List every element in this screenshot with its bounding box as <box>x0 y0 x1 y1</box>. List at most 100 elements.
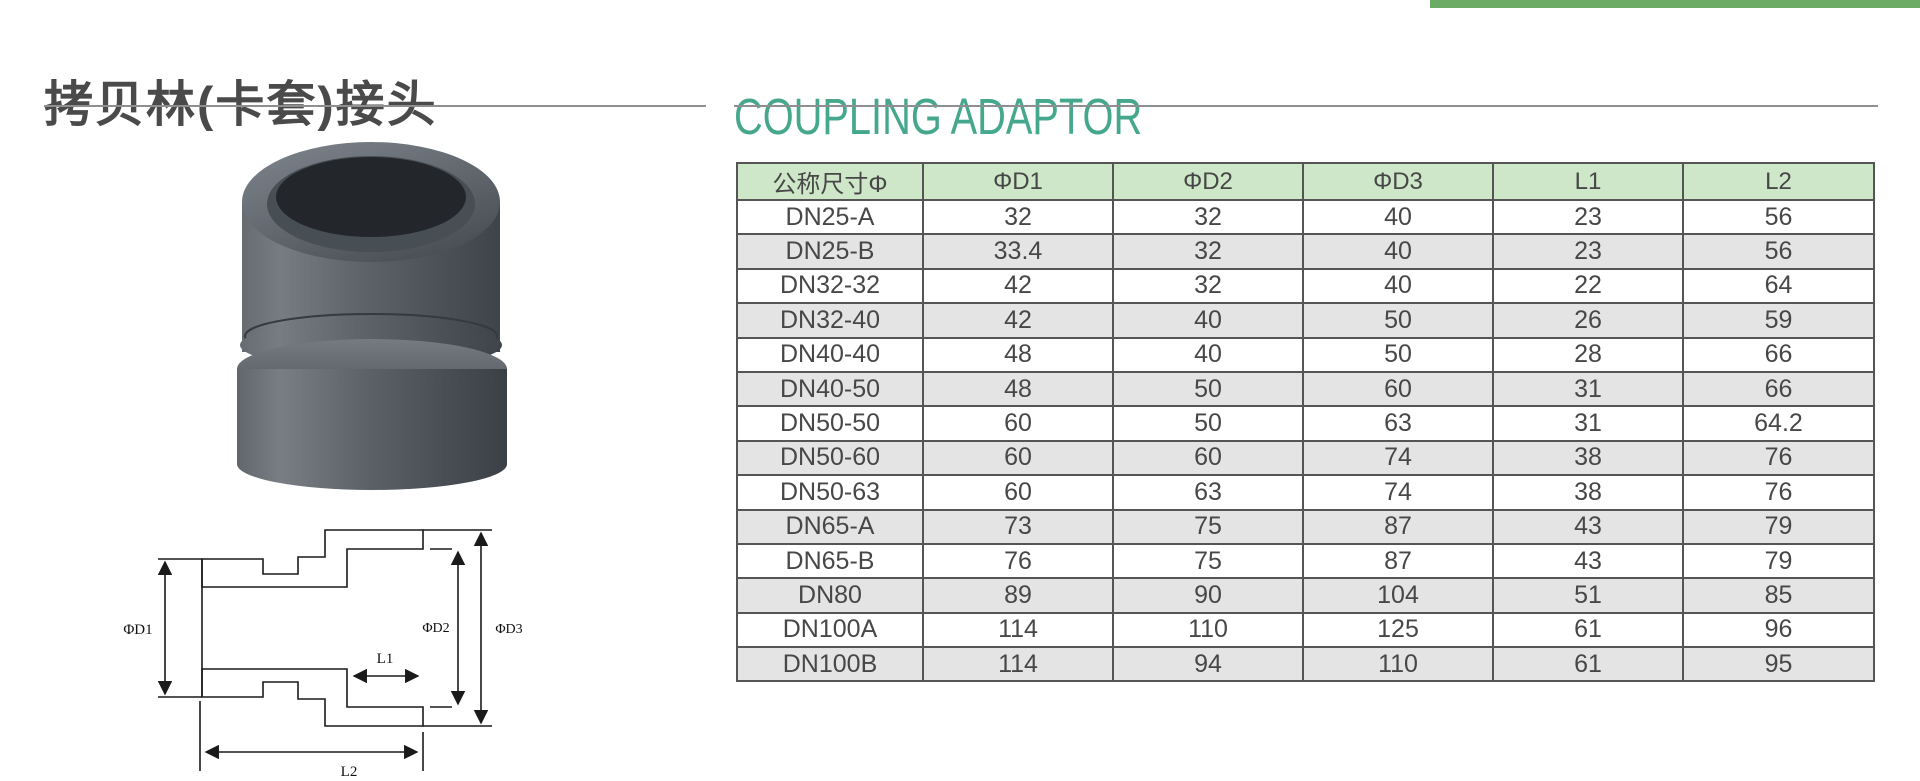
table-cell: 66 <box>1682 370 1875 408</box>
table-cell: DN80 <box>736 577 924 614</box>
table-cell: 40 <box>1302 198 1494 236</box>
table-row: DN50-60 60 60 74 38 76 <box>736 439 1875 477</box>
table-row: DN40-50 48 50 60 31 66 <box>736 370 1875 408</box>
table-cell: 61 <box>1492 646 1684 683</box>
table-cell: DN65-B <box>736 542 924 580</box>
table-cell: 96 <box>1682 611 1875 649</box>
table-row: DN32-32 42 32 40 22 64 <box>736 267 1875 305</box>
table-cell: 75 <box>1112 508 1304 545</box>
table-row: DN50-50 60 50 63 31 64.2 <box>736 405 1875 442</box>
table-cell: 95 <box>1682 646 1875 683</box>
table-cell: 56 <box>1682 233 1875 270</box>
table-cell: 87 <box>1302 542 1494 580</box>
table-cell: 60 <box>1302 370 1494 408</box>
table-cell: DN40-40 <box>736 336 924 373</box>
table-cell: 50 <box>1112 405 1304 442</box>
page-title-chinese: 拷贝林(卡套)接头 <box>44 77 438 132</box>
table-cell: 40 <box>1302 267 1494 305</box>
table-cell: DN100A <box>736 611 924 649</box>
dimension-table-wrapper: 公称尺寸Φ ΦD1 ΦD2 ΦD3 L1 L2 DN25-A 32 32 40 23 56 DN25-… <box>736 162 1875 683</box>
table-cell: 90 <box>1112 577 1304 614</box>
table-cell: 42 <box>922 267 1114 305</box>
table-cell: 28 <box>1492 336 1684 373</box>
table-cell: 43 <box>1492 542 1684 580</box>
table-cell: 114 <box>922 646 1114 683</box>
section-bottom-wall <box>201 668 424 727</box>
table-cell: 61 <box>1492 611 1684 649</box>
table-row: DN50-63 60 63 74 38 76 <box>736 474 1875 511</box>
table-row: DN40-40 48 40 50 28 66 <box>736 336 1875 373</box>
table-cell: 56 <box>1682 198 1875 236</box>
table-cell: DN25-A <box>736 198 924 236</box>
dim-label-d2: ΦD2 <box>422 621 449 636</box>
accent-bar <box>1430 0 1920 8</box>
table-cell: 79 <box>1682 508 1875 545</box>
table-head: 公称尺寸Φ ΦD1 ΦD2 ΦD3 L1 L2 <box>736 162 1875 201</box>
table-cell: 23 <box>1492 233 1684 270</box>
table-cell: DN100B <box>736 646 924 683</box>
table-cell: 50 <box>1112 370 1304 408</box>
table-cell: 50 <box>1302 336 1494 373</box>
column-header: ΦD2 <box>1112 162 1304 201</box>
table-cell: 40 <box>1302 233 1494 270</box>
table-cell: 60 <box>922 439 1114 477</box>
page-title-english: COUPLING ADAPTOR <box>734 88 1143 146</box>
table-row: DN80 89 90 104 51 85 <box>736 577 1875 614</box>
table-cell: DN32-40 <box>736 302 924 339</box>
table-cell: 87 <box>1302 508 1494 545</box>
table-cell: 32 <box>1112 198 1304 236</box>
dim-label-d3: ΦD3 <box>495 622 522 637</box>
table-cell: 76 <box>1682 474 1875 511</box>
column-header: 公称尺寸Φ <box>736 162 924 201</box>
table-cell: DN50-63 <box>736 474 924 511</box>
table-cell: DN50-60 <box>736 439 924 477</box>
table-cell: 73 <box>922 508 1114 545</box>
dim-label-l2: L2 <box>341 764 358 780</box>
table-cell: 94 <box>1112 646 1304 683</box>
table-cell: 31 <box>1492 370 1684 408</box>
table-cell: 48 <box>922 370 1114 408</box>
table-cell: 74 <box>1302 439 1494 477</box>
table-cell: 59 <box>1682 302 1875 339</box>
table-cell: 42 <box>922 302 1114 339</box>
table-cell: 64 <box>1682 267 1875 305</box>
table-row: DN25-A 32 32 40 23 56 <box>736 198 1875 236</box>
table-cell: 33.4 <box>922 233 1114 270</box>
table-header-row: 公称尺寸Φ ΦD1 ΦD2 ΦD3 L1 L2 <box>736 162 1875 201</box>
table-cell: 75 <box>1112 542 1304 580</box>
table-cell: 40 <box>1112 302 1304 339</box>
table-cell: 51 <box>1492 577 1684 614</box>
table-cell: 76 <box>1682 439 1875 477</box>
table-body: DN25-A 32 32 40 23 56 DN25-B 33.4 32 40 23 56 DN32-3… <box>736 198 1875 683</box>
table-cell: DN25-B <box>736 233 924 270</box>
table-cell: 32 <box>1112 267 1304 305</box>
table-cell: 22 <box>1492 267 1684 305</box>
table-cell: 48 <box>922 336 1114 373</box>
table-cell: 64.2 <box>1682 405 1875 442</box>
table-cell: 74 <box>1302 474 1494 511</box>
table-cell: 60 <box>1112 439 1304 477</box>
table-cell: DN50-50 <box>736 405 924 442</box>
title-divider-right <box>734 105 1878 107</box>
table-cell: 66 <box>1682 336 1875 373</box>
column-header: ΦD1 <box>922 162 1114 201</box>
table-cell: 63 <box>1302 405 1494 442</box>
dim-label-d1: ΦD1 <box>123 622 152 638</box>
dim-label-l1: L1 <box>377 651 394 667</box>
technical-drawing: ΦD1 ΦD2 ΦD3 L1 L2 <box>123 529 523 780</box>
table-cell: 79 <box>1682 542 1875 580</box>
table-cell: DN32-32 <box>736 267 924 305</box>
table-row: DN25-B 33.4 32 40 23 56 <box>736 233 1875 270</box>
table-cell: 32 <box>1112 233 1304 270</box>
table-cell: 60 <box>922 474 1114 511</box>
column-header: ΦD3 <box>1302 162 1494 201</box>
table-cell: 26 <box>1492 302 1684 339</box>
column-header: L1 <box>1492 162 1684 201</box>
table-cell: 114 <box>922 611 1114 649</box>
table-cell: 104 <box>1302 577 1494 614</box>
product-photo <box>237 142 507 490</box>
table-row: DN100B 114 94 110 61 95 <box>736 646 1875 683</box>
table-cell: 38 <box>1492 439 1684 477</box>
table-cell: 85 <box>1682 577 1875 614</box>
section-top-wall <box>201 529 424 588</box>
